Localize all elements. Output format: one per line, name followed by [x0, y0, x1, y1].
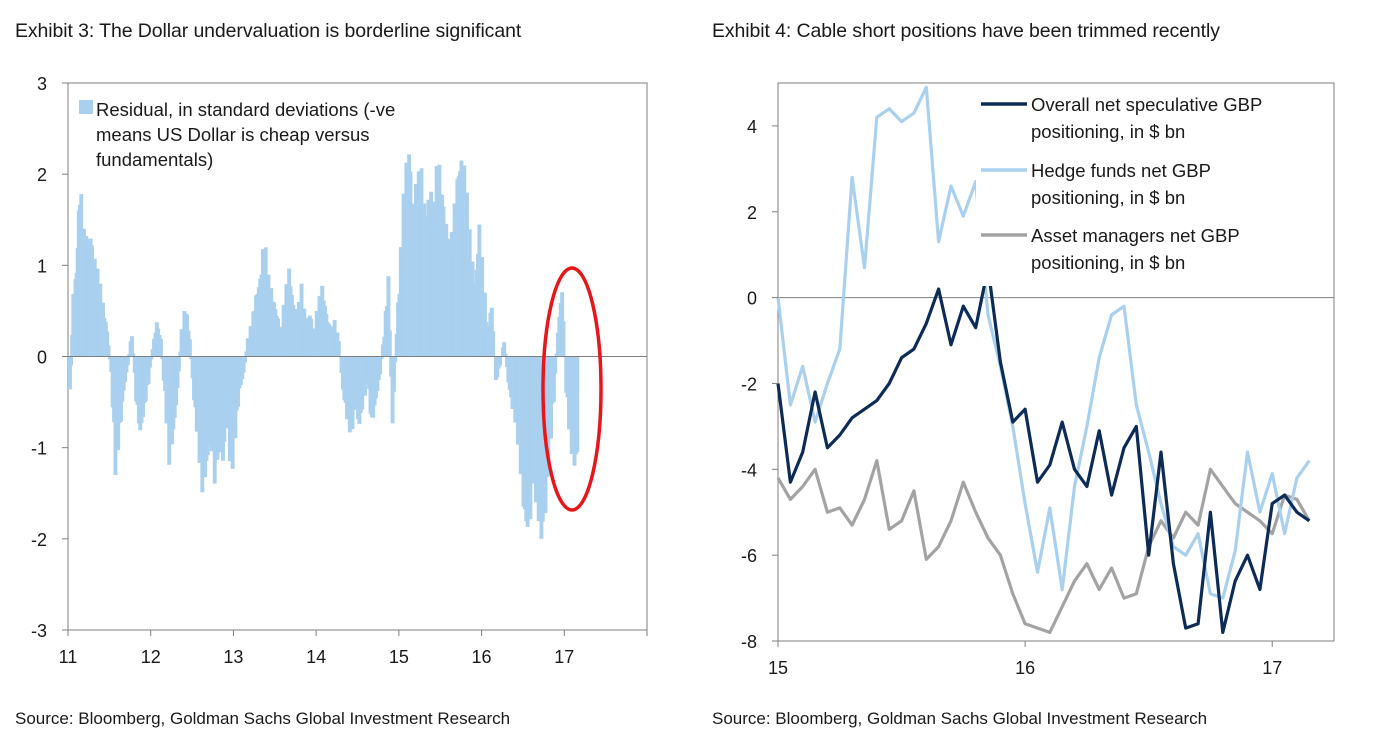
chart-2-title: Exhibit 4: Cable short positions have be…: [712, 20, 1220, 42]
chart-1-x-tick-label: 12: [141, 647, 161, 667]
residual-bar: [130, 336, 134, 357]
residual-bar: [158, 338, 163, 357]
chart-2-legend-text: positioning, in $ bn: [1031, 252, 1185, 273]
chart-1-source: Source: Bloomberg, Goldman Sachs Global …: [15, 709, 511, 728]
residual-bar: [503, 353, 508, 357]
residual-bar: [391, 356, 396, 392]
residual-bar: [336, 341, 341, 357]
residual-bar: [241, 356, 246, 373]
chart-2-legend-text: positioning, in $ bn: [1031, 121, 1185, 142]
chart-2-legend-text: positioning, in $ bn: [1031, 187, 1185, 208]
chart-1-title: Exhibit 3: The Dollar undervaluation is …: [15, 20, 522, 42]
residual-bar: [105, 331, 110, 357]
chart-2-y-tick-label: 0: [747, 289, 757, 309]
chart-2-legend-text: Overall net speculative GBP: [1031, 94, 1262, 115]
residual-bar: [553, 356, 558, 374]
residual-bar: [149, 356, 154, 360]
overall-positioning-line: [776, 266, 1311, 635]
asset-managers-line: [776, 459, 1311, 635]
residual-bar: [176, 356, 181, 372]
chart-1-y-tick-label: 1: [37, 256, 47, 276]
chart-2-y-tick-label: -6: [741, 546, 757, 566]
residual-bar: [387, 330, 392, 357]
chart-1-y-tick-label: 3: [37, 74, 47, 94]
highlight-ellipse: [541, 266, 603, 512]
residual-bar: [69, 356, 74, 366]
chart-1-y-tick-label: -2: [31, 530, 47, 550]
chart-1-y-tick-label: -1: [31, 439, 47, 459]
chart-1-legend-swatch: [79, 100, 93, 114]
chart-1-legend-text: fundamentals): [96, 149, 213, 170]
residual-bar: [502, 342, 507, 357]
chart-1-y-tick-label: 0: [37, 348, 47, 368]
chart-2-y-tick-label: 4: [747, 117, 757, 137]
residual-bar: [393, 356, 398, 363]
chart-1-y-tick-label: -3: [31, 621, 47, 641]
residual-bar: [386, 276, 391, 357]
residual-bar: [187, 339, 192, 357]
chart-1-legend-text: Residual, in standard deviations (-ve: [96, 99, 395, 120]
chart-2-plot-frame: [777, 82, 1335, 642]
chart-2-source: Source: Bloomberg, Goldman Sachs Global …: [712, 709, 1208, 728]
chart-2-x-tick-label: 16: [1015, 658, 1035, 678]
chart-2-y-tick-label: -4: [741, 460, 757, 480]
chart-1-x-tick-label: 14: [306, 647, 326, 667]
residual-bar: [498, 356, 503, 366]
chart-2-legend-text: Hedge funds net GBP: [1031, 160, 1211, 181]
residual-bar: [378, 356, 383, 375]
chart-1-x-tick-label: 11: [59, 647, 78, 667]
residual-bar: [379, 356, 384, 359]
residual-bar: [106, 345, 111, 357]
residual-bar: [575, 356, 580, 453]
residual-bar: [175, 356, 180, 388]
chart-2-x-tick-label: 15: [768, 658, 788, 678]
chart-2-y-tick-label: -8: [741, 632, 757, 652]
residual-bar: [491, 331, 496, 357]
residual-bar: [125, 356, 130, 366]
chart-1-svg: 3 2 1 0 -1 -2 -3 11 12 13 14 15 16 17 Residual, in sta…: [31, 74, 648, 667]
residual-bar: [243, 356, 247, 363]
chart-1-x-tick-label: 13: [223, 647, 243, 667]
chart-1-y-tick-label: 2: [37, 165, 47, 185]
chart-2-x-tick-label: 17: [1262, 658, 1282, 678]
chart-1-legend-text: means US Dollar is cheap versus: [96, 124, 370, 145]
residual-bar: [551, 356, 556, 402]
chart-2-legend-text: Asset managers net GBP: [1031, 225, 1240, 246]
chart-2-legend-box: [976, 88, 1328, 286]
chart-1-x-tick-label: 16: [472, 647, 492, 667]
residual-bar: [147, 356, 152, 368]
residual-bar: [131, 353, 136, 357]
residual-bar: [68, 356, 72, 390]
chart-1-x-tick-label: 15: [389, 647, 409, 667]
chart-2-y-tick-label: -2: [741, 374, 757, 394]
residual-bar: [146, 356, 151, 384]
chart-2-y-tick-label: 2: [747, 203, 757, 223]
residual-bar: [561, 321, 566, 357]
chart-1-x-tick-label: 17: [554, 647, 574, 667]
